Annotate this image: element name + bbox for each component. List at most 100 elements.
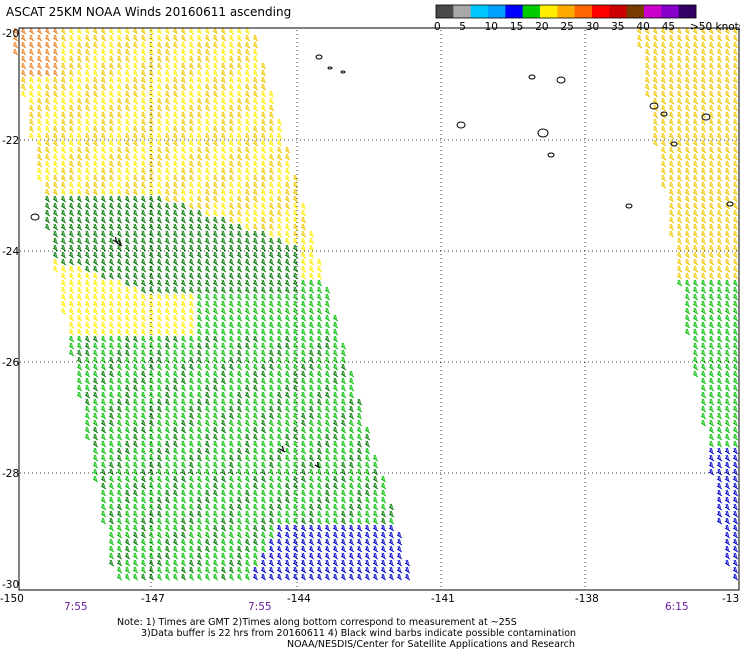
wind-barb xyxy=(108,118,115,126)
wind-barb xyxy=(148,552,155,560)
wind-barb xyxy=(148,363,155,371)
wind-barb xyxy=(228,440,235,448)
wind-barb xyxy=(196,132,203,140)
wind-barb xyxy=(276,482,283,490)
wind-barb xyxy=(68,244,75,252)
wind-barb xyxy=(260,83,267,91)
wind-barb xyxy=(124,300,131,308)
wind-barb xyxy=(100,482,107,490)
wind-barb xyxy=(76,69,83,77)
wind-barb xyxy=(148,545,155,553)
wind-barb xyxy=(268,377,275,385)
wind-barb xyxy=(276,237,283,245)
wind-barb xyxy=(260,419,267,427)
wind-barb xyxy=(156,27,163,35)
wind-barb xyxy=(196,139,203,147)
wind-barb xyxy=(76,202,83,210)
wind-barb xyxy=(124,139,131,147)
wind-barb xyxy=(268,426,275,434)
wind-barb xyxy=(708,125,715,133)
wind-barb xyxy=(708,328,715,336)
wind-barb xyxy=(100,111,107,119)
wind-barb xyxy=(700,202,707,210)
wind-barb xyxy=(244,209,251,217)
wind-barb xyxy=(252,153,259,161)
wind-barb xyxy=(348,405,355,413)
wind-barb xyxy=(716,272,723,280)
wind-barb xyxy=(700,55,707,63)
wind-barb xyxy=(100,104,107,112)
wind-barb xyxy=(300,286,307,294)
wind-barb xyxy=(244,97,251,105)
wind-barb xyxy=(212,258,219,266)
wind-barb xyxy=(676,237,683,245)
wind-barb xyxy=(212,160,219,168)
wind-barb xyxy=(284,342,291,350)
wind-barb xyxy=(236,524,243,532)
wind-barb xyxy=(28,27,35,35)
wind-barb xyxy=(60,118,67,126)
wind-barb xyxy=(228,356,235,364)
wind-barb xyxy=(100,342,107,350)
wind-barb xyxy=(668,160,675,168)
wind-barb xyxy=(284,335,291,343)
wind-barb xyxy=(268,468,275,476)
wind-barb xyxy=(324,412,331,420)
wind-barb xyxy=(132,139,139,147)
wind-barb xyxy=(164,405,171,413)
wind-barb xyxy=(68,153,75,161)
wind-barb xyxy=(164,230,171,238)
wind-barb xyxy=(84,139,91,147)
wind-barb xyxy=(252,384,259,392)
wind-barb xyxy=(172,531,179,539)
island-outline xyxy=(327,66,333,70)
wind-barb xyxy=(356,433,363,441)
wind-barb xyxy=(44,209,51,217)
wind-barb xyxy=(188,363,195,371)
wind-barb xyxy=(100,377,107,385)
wind-barb xyxy=(252,552,259,560)
wind-barb xyxy=(140,258,147,266)
wind-barb xyxy=(164,433,171,441)
wind-barb xyxy=(284,265,291,273)
wind-barb xyxy=(212,321,219,329)
wind-barb xyxy=(188,377,195,385)
wind-barb xyxy=(236,496,243,504)
wind-barb xyxy=(340,349,347,357)
wind-barb xyxy=(668,132,675,140)
wind-barb xyxy=(724,104,731,112)
wind-barb xyxy=(316,363,323,371)
wind-barb xyxy=(180,510,187,518)
wind-barb xyxy=(700,48,707,56)
wind-barb xyxy=(276,461,283,469)
wind-barb xyxy=(44,195,51,203)
wind-barb xyxy=(260,251,267,259)
wind-barb xyxy=(244,237,251,245)
wind-barb xyxy=(716,419,723,427)
wind-barb xyxy=(196,237,203,245)
wind-barb xyxy=(180,349,187,357)
wind-barb xyxy=(348,510,355,518)
wind-barb xyxy=(180,55,187,63)
wind-barb xyxy=(76,293,83,301)
wind-barb xyxy=(164,321,171,329)
wind-barb xyxy=(732,489,739,497)
wind-barb xyxy=(700,216,707,224)
wind-barb xyxy=(684,195,691,203)
wind-barb xyxy=(196,48,203,56)
wind-barb xyxy=(68,34,75,42)
wind-barb xyxy=(156,244,163,252)
wind-barb xyxy=(148,391,155,399)
wind-barb xyxy=(68,188,75,196)
wind-barb xyxy=(212,426,219,434)
wind-barb xyxy=(44,97,51,105)
wind-barb xyxy=(156,153,163,161)
wind-barb xyxy=(268,447,275,455)
wind-barb xyxy=(292,223,299,231)
wind-barb xyxy=(172,412,179,420)
wind-barb xyxy=(44,111,51,119)
wind-barb xyxy=(108,552,115,560)
wind-barb xyxy=(732,314,739,322)
wind-barb xyxy=(196,503,203,511)
wind-barb xyxy=(244,454,251,462)
